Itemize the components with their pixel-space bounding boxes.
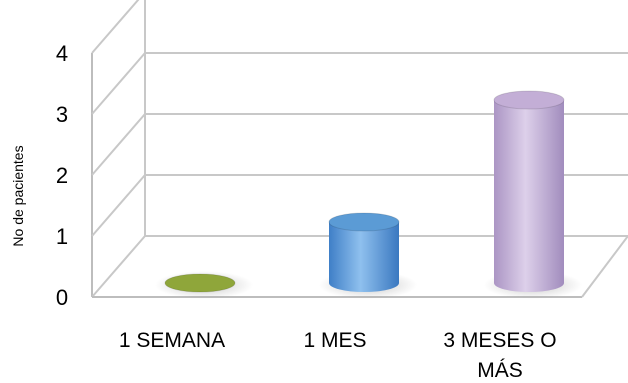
bar-body bbox=[329, 222, 399, 292]
x-axis-ticks: 1 SEMANA 1 MES 3 MESES O MÁS bbox=[119, 329, 557, 382]
x-tick-label: 3 MESES O MÁS bbox=[443, 329, 556, 382]
bar-body bbox=[494, 100, 564, 292]
x-tick-label: 1 MES bbox=[303, 329, 366, 352]
y-axis-label: No de pacientes bbox=[10, 145, 26, 246]
y-tick-label: 2 bbox=[56, 163, 68, 188]
bar bbox=[319, 212, 417, 299]
gridline bbox=[91, 0, 140, 54]
y-tick-label: 3 bbox=[56, 102, 68, 127]
y-tick-label: 1 bbox=[56, 224, 68, 249]
gridline bbox=[91, 174, 628, 237]
x-tick-label-line: 1 SEMANA bbox=[119, 329, 225, 352]
x-tick-label-line: 3 MESES O bbox=[443, 329, 556, 352]
bars bbox=[155, 90, 582, 299]
bar-top bbox=[164, 273, 236, 293]
y-axis-ticks: 0 1 2 3 4 bbox=[56, 41, 68, 310]
gridline bbox=[91, 52, 628, 115]
bar-top bbox=[328, 212, 400, 232]
x-tick-label-line: 1 MES bbox=[303, 329, 366, 352]
bar bbox=[484, 90, 582, 299]
y-tick-label: 0 bbox=[56, 285, 68, 310]
x-tick-label-line: MÁS bbox=[477, 359, 523, 382]
floor-right-edge bbox=[581, 235, 628, 298]
x-tick-label: 1 SEMANA bbox=[119, 329, 225, 352]
y-tick-label: 4 bbox=[56, 41, 68, 66]
bar bbox=[155, 271, 253, 299]
gridline bbox=[91, 235, 628, 298]
gridline bbox=[91, 113, 628, 176]
bar-top bbox=[493, 90, 565, 110]
chart-frame bbox=[91, 0, 628, 298]
